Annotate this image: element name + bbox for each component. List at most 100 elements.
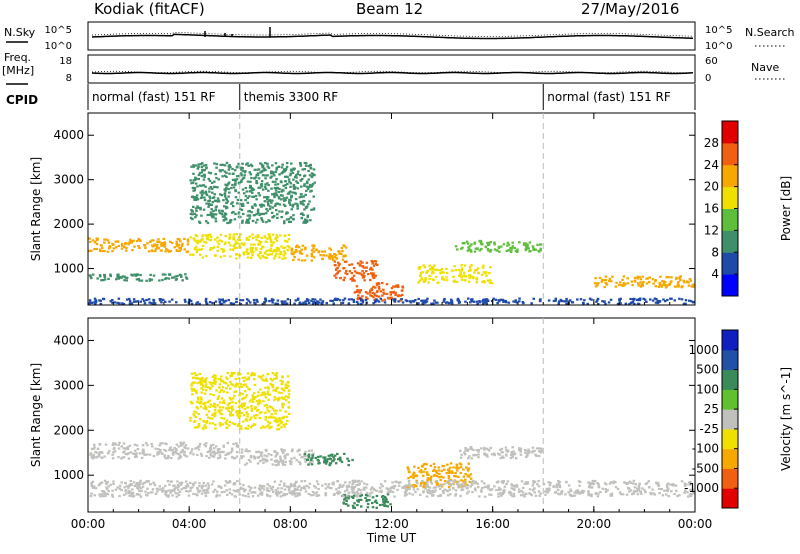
echo-cell: [469, 473, 473, 476]
echo-cell: [241, 299, 245, 302]
echo-cell: [172, 276, 175, 279]
echo-cell: [328, 247, 331, 250]
echo-cell: [196, 487, 199, 490]
echo-cell: [537, 485, 541, 488]
echo-cell: [236, 410, 239, 413]
echo-cell: [200, 171, 204, 174]
echo-cell: [192, 172, 195, 175]
echo-cell: [277, 423, 281, 426]
echo-cell: [165, 494, 168, 497]
echo-cell: [512, 453, 516, 456]
echo-cell: [99, 302, 103, 305]
echo-cell: [239, 487, 243, 490]
echo-cell: [446, 489, 449, 492]
echo-cell: [519, 494, 523, 497]
echo-cell: [213, 402, 216, 405]
echo-cell: [138, 481, 142, 484]
echo-cell: [176, 274, 179, 278]
echo-cell: [283, 246, 287, 249]
echo-cell: [288, 198, 291, 201]
echo-cell: [197, 240, 201, 243]
echo-cell: [193, 212, 197, 215]
echo-cell: [516, 250, 519, 253]
x-tick-label: 00:00: [678, 517, 713, 531]
colorbar-segment: [722, 252, 738, 275]
echo-cell: [217, 485, 220, 488]
echo-cell: [336, 297, 340, 301]
echo-cell: [370, 272, 373, 275]
echo-cell: [269, 238, 273, 242]
echo-cell: [371, 273, 374, 277]
echo-cell: [459, 456, 463, 459]
echo-cell: [375, 298, 378, 301]
echo-cell: [247, 378, 250, 381]
echo-cell: [163, 242, 166, 245]
echo-cell: [251, 236, 255, 240]
echo-cell: [432, 302, 435, 305]
echo-cell: [201, 168, 204, 171]
echo-cell: [228, 172, 231, 175]
echo-cell: [149, 483, 152, 486]
echo-cell: [91, 301, 94, 304]
echo-cell: [290, 169, 293, 172]
echo-cell: [414, 490, 417, 494]
echo-cell: [236, 414, 239, 417]
echo-cell: [235, 233, 238, 236]
echo-cell: [245, 419, 249, 422]
echo-cell: [411, 473, 415, 476]
echo-cell: [365, 296, 368, 299]
echo-cell: [190, 195, 194, 198]
echo-cell: [223, 243, 227, 246]
echo-cell: [187, 490, 190, 493]
echo-cell: [128, 494, 131, 497]
echo-cell: [214, 380, 217, 383]
echo-cell: [156, 490, 159, 493]
echo-cell: [251, 191, 254, 194]
colorbar-segment: [722, 274, 738, 297]
echo-cell: [189, 236, 192, 239]
echo-cell: [418, 470, 421, 473]
echo-cell: [427, 485, 430, 489]
echo-cell: [221, 169, 224, 172]
echo-cell: [92, 485, 96, 488]
echo-cell: [273, 399, 276, 402]
echo-cell: [477, 450, 480, 453]
echo-cell: [488, 493, 491, 496]
echo-cell: [442, 300, 446, 303]
echo-cell: [89, 452, 93, 455]
echo-cell: [533, 449, 536, 452]
echo-cell: [219, 378, 223, 381]
echo-cell: [307, 165, 311, 168]
echo-cell: [323, 457, 327, 460]
echo-cell: [89, 240, 92, 243]
echo-cell: [251, 247, 255, 250]
echo-cell: [283, 197, 286, 200]
echo-cell: [232, 489, 236, 492]
echo-cell: [259, 171, 262, 174]
echo-cell: [424, 487, 427, 490]
echo-cell: [536, 483, 539, 486]
echo-cell: [184, 447, 187, 450]
echo-cell: [633, 276, 637, 280]
echo-cell: [196, 400, 199, 403]
echo-cell: [323, 460, 326, 463]
echo-cell: [247, 221, 250, 224]
echo-cell: [426, 480, 429, 484]
echo-cell: [229, 412, 232, 415]
echo-cell: [467, 475, 471, 478]
echo-cell: [255, 400, 259, 403]
echo-cell: [375, 494, 379, 498]
echo-cell: [474, 489, 477, 492]
echo-cell: [252, 243, 256, 246]
echo-cell: [239, 233, 242, 236]
echo-cell: [183, 248, 186, 251]
echo-cell: [171, 494, 174, 497]
echo-cell: [234, 378, 238, 381]
echo-cell: [224, 189, 227, 192]
echo-cell: [282, 203, 286, 206]
echo-cell: [157, 247, 160, 250]
echo-cell: [597, 483, 600, 486]
echo-cell: [314, 486, 318, 489]
echo-cell: [343, 260, 347, 263]
echo-cell: [403, 494, 407, 497]
